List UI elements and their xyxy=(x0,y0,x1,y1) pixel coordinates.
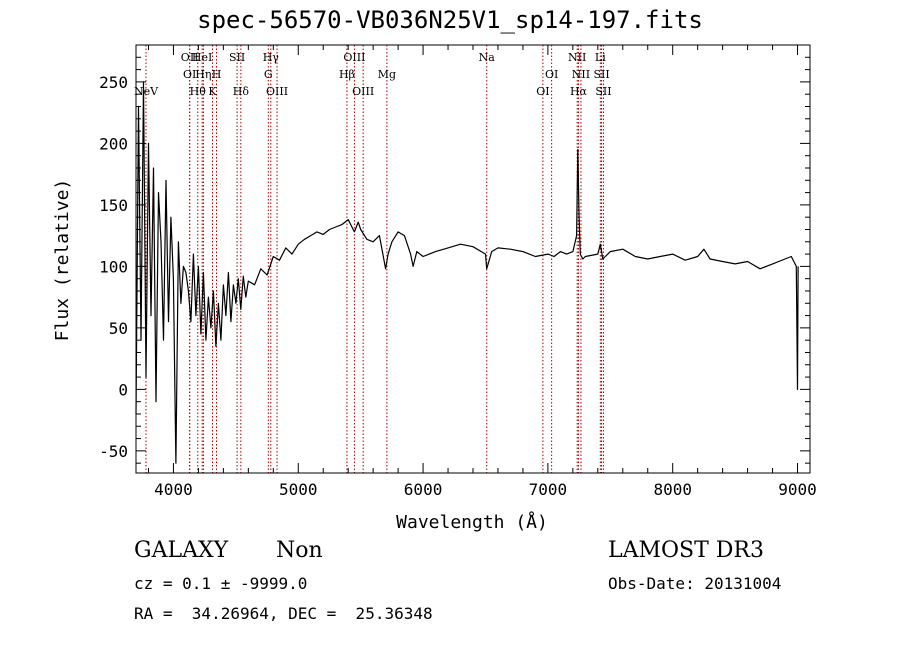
y-tick-label: 250 xyxy=(99,73,128,92)
line-label-19: OI xyxy=(545,68,558,81)
x-tick-label: 5000 xyxy=(279,480,318,499)
line-label-16: Mg xyxy=(378,68,396,81)
line-label-3: Hθ xyxy=(190,85,207,98)
survey-name: LAMOST DR3 xyxy=(608,538,764,563)
line-label-9: Hδ xyxy=(233,85,250,98)
x-tick-label: 6000 xyxy=(404,480,443,499)
redshift-info: cz = 0.1 ± -9999.0 xyxy=(134,574,308,593)
series-layer xyxy=(135,81,799,464)
x-axis-label: Wavelength (Å) xyxy=(396,511,548,533)
object-class: GALAXY xyxy=(134,538,229,563)
line-label-8: SII xyxy=(229,51,245,64)
line-label-21: NII xyxy=(572,68,590,81)
axis-ticks: 4000 5000 6000 7000 8000 9000 -50 0 50 100 150 200 2… xyxy=(99,45,817,499)
line-label-20: NII xyxy=(568,51,586,64)
y-tick-label: 100 xyxy=(99,257,128,276)
line-label-0: NeV xyxy=(134,85,159,98)
emission-line-markers xyxy=(145,45,604,473)
line-label-13: Hβ xyxy=(339,68,355,81)
x-tick-label: 9000 xyxy=(778,480,817,499)
line-label-22: Hα xyxy=(570,85,588,98)
line-label-24: SII xyxy=(593,68,609,81)
x-tick-label: 8000 xyxy=(653,480,692,499)
y-tick-label: 150 xyxy=(99,196,128,215)
y-tick-label: 200 xyxy=(99,134,128,153)
line-label-12: OIII xyxy=(266,85,288,98)
line-label-25: SII xyxy=(595,85,611,98)
obs-date: Obs-Date: 20131004 xyxy=(608,574,782,593)
line-label-11: G xyxy=(264,68,273,81)
y-axis-label: Flux (relative) xyxy=(52,179,73,342)
line-label-6: K xyxy=(208,85,217,98)
y-tick-label: 0 xyxy=(118,380,128,399)
coordinates: RA = 34.26964, DEC = 25.36348 xyxy=(134,604,433,623)
line-label-4: HeI xyxy=(192,51,212,64)
line-labels: NeV OII OI Hθ HeI Hη KH SII Hδ Hγ G OIII Hβ OIII OIII M… xyxy=(134,51,612,98)
x-tick-label: 4000 xyxy=(154,480,193,499)
line-label-2: OI xyxy=(183,68,196,81)
x-tick-label: 7000 xyxy=(529,480,568,499)
series-flux xyxy=(135,81,799,464)
object-subclass: Non xyxy=(276,538,323,563)
line-label-15: OIII xyxy=(352,85,374,98)
line-label-1: OII xyxy=(181,51,199,64)
line-label-5: Hη xyxy=(195,68,211,81)
line-label-18: OI xyxy=(536,85,549,98)
line-label-23: Li xyxy=(595,51,606,64)
line-label-14: OIII xyxy=(343,51,365,64)
chart-title: spec-56570-VB036N25V1_sp14-197.fits xyxy=(197,6,703,34)
line-label-10: Hγ xyxy=(263,51,280,64)
y-tick-label: -50 xyxy=(99,442,128,461)
line-label-17: Na xyxy=(479,51,496,64)
y-tick-label: 50 xyxy=(109,319,128,338)
line-label-7: H xyxy=(212,68,222,81)
